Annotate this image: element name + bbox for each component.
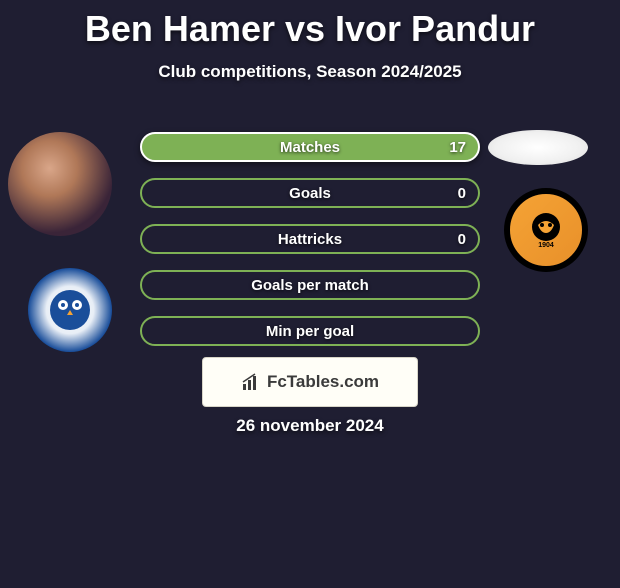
stat-bar-goals: Goals 0 — [140, 178, 480, 208]
page-subtitle: Club competitions, Season 2024/2025 — [0, 62, 620, 82]
stat-label: Matches — [280, 139, 340, 156]
stat-value-left: 0 — [458, 185, 466, 202]
stat-bar-matches: Matches 17 — [140, 132, 480, 162]
snapshot-date: 26 november 2024 — [0, 416, 620, 436]
brand-label: FcTables.com — [267, 372, 379, 392]
stat-label: Hattricks — [278, 231, 342, 248]
club-left-badge — [28, 268, 112, 352]
svg-text:1904: 1904 — [538, 242, 554, 249]
stat-value-left: 0 — [458, 231, 466, 248]
stats-bars: Matches 17 Goals 0 Hattricks 0 Goals per… — [140, 132, 480, 362]
stat-bar-min-per-goal: Min per goal — [140, 316, 480, 346]
stat-value-left: 17 — [449, 139, 466, 156]
stat-label: Goals — [289, 185, 331, 202]
stat-label: Min per goal — [266, 323, 354, 340]
tiger-icon: 1904 — [523, 207, 569, 253]
owl-icon — [45, 285, 95, 335]
player-right-avatar — [488, 130, 588, 165]
brand-box[interactable]: FcTables.com — [202, 357, 418, 407]
stat-bar-goals-per-match: Goals per match — [140, 270, 480, 300]
page-title: Ben Hamer vs Ivor Pandur — [0, 8, 620, 50]
stat-bar-hattricks: Hattricks 0 — [140, 224, 480, 254]
club-right-badge: 1904 — [504, 188, 588, 272]
chart-icon — [241, 372, 261, 392]
player-left-avatar — [8, 132, 112, 236]
stat-label: Goals per match — [251, 277, 369, 294]
